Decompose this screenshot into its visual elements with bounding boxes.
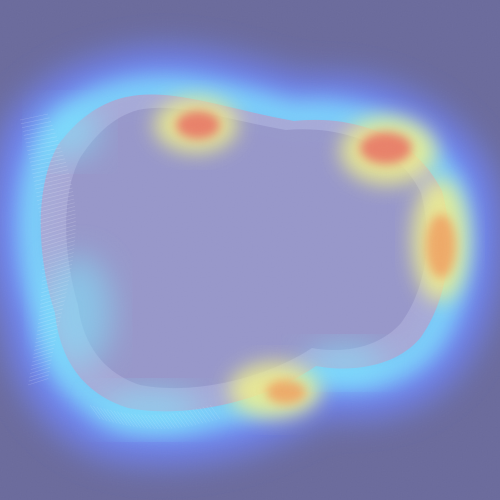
noise-texture bbox=[0, 0, 500, 500]
heatmap-scene bbox=[0, 0, 500, 500]
heatmap-overlay-image bbox=[0, 0, 500, 500]
